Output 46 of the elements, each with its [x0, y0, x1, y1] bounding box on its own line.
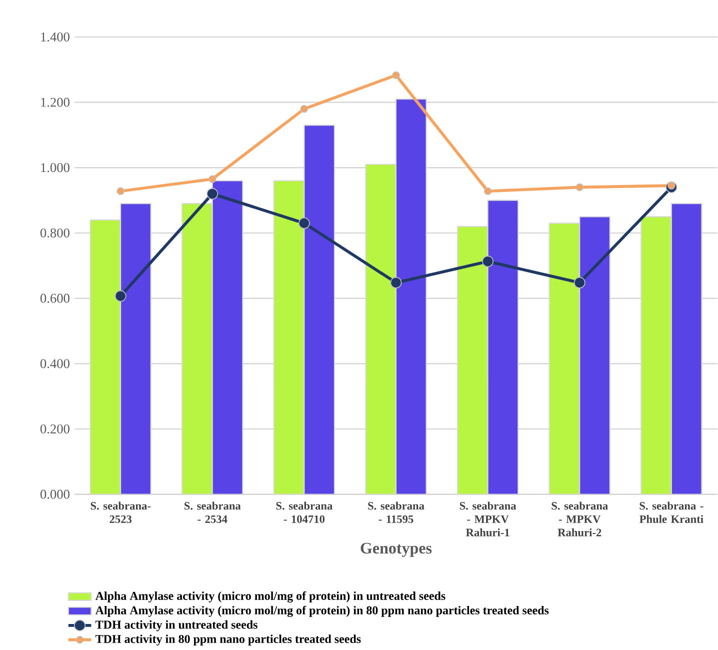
x-axis-title: Genotypes — [360, 542, 432, 557]
legend-label: Alpha Amylase activity (micro mol/mg of protein) in untreated seeds — [95, 591, 446, 602]
bar — [640, 216, 672, 494]
bar — [273, 180, 305, 494]
x-tick-label: S. seabrana - MPKV Rahuri-2 — [552, 502, 608, 536]
y-tick-label: 1.000 — [41, 163, 70, 172]
bar — [456, 226, 488, 494]
point — [392, 71, 400, 79]
point — [574, 276, 586, 288]
bar — [90, 219, 122, 494]
point — [576, 183, 584, 191]
x-tick-label: S. seabrana - MPKV Rahuri-1 — [460, 502, 516, 536]
y-tick-label: 0.800 — [40, 228, 70, 238]
y-tick-label: 0.400 — [40, 359, 70, 368]
point — [114, 290, 126, 302]
point — [208, 175, 216, 183]
x-tick-label: S. seabrana - 11595 — [368, 502, 424, 523]
x-tick-label: S. seabrana-2523 — [90, 502, 151, 523]
x-tick-label: S. seabrana - Phule Kranti — [640, 502, 704, 523]
bar — [120, 202, 152, 494]
bar — [212, 180, 244, 494]
bar — [487, 200, 519, 494]
point — [484, 187, 492, 195]
bar — [579, 216, 610, 494]
bar — [304, 124, 336, 494]
bar — [670, 202, 702, 494]
y-tick-label: 0.200 — [40, 424, 70, 434]
point — [298, 217, 310, 229]
legend-label: Alpha Amylase activity (micro mol/mg of protein) in 80 ppm nano particles treated seeds — [95, 606, 549, 617]
bar — [395, 98, 427, 494]
x-tick-label: S. seabrana - 2534 — [184, 502, 241, 523]
bar — [365, 164, 397, 494]
x-tick-label: S. seabrana - 104710 — [276, 502, 333, 523]
bar — [182, 202, 213, 494]
bar — [548, 222, 580, 494]
point — [390, 276, 402, 288]
y-tick-label: 1.200 — [41, 98, 70, 107]
point — [116, 187, 124, 195]
y-tick-label: 0.600 — [40, 294, 70, 303]
y-tick-label: 0.000 — [40, 490, 70, 499]
point — [206, 188, 218, 200]
legend-label: TDH activity in untreated seeds — [95, 620, 258, 632]
y-tick-label: 1.400 — [41, 32, 70, 42]
point — [300, 104, 308, 113]
point — [482, 256, 494, 268]
legend-label: TDH activity in 80 ppm nano particles treated seeds — [95, 634, 361, 646]
